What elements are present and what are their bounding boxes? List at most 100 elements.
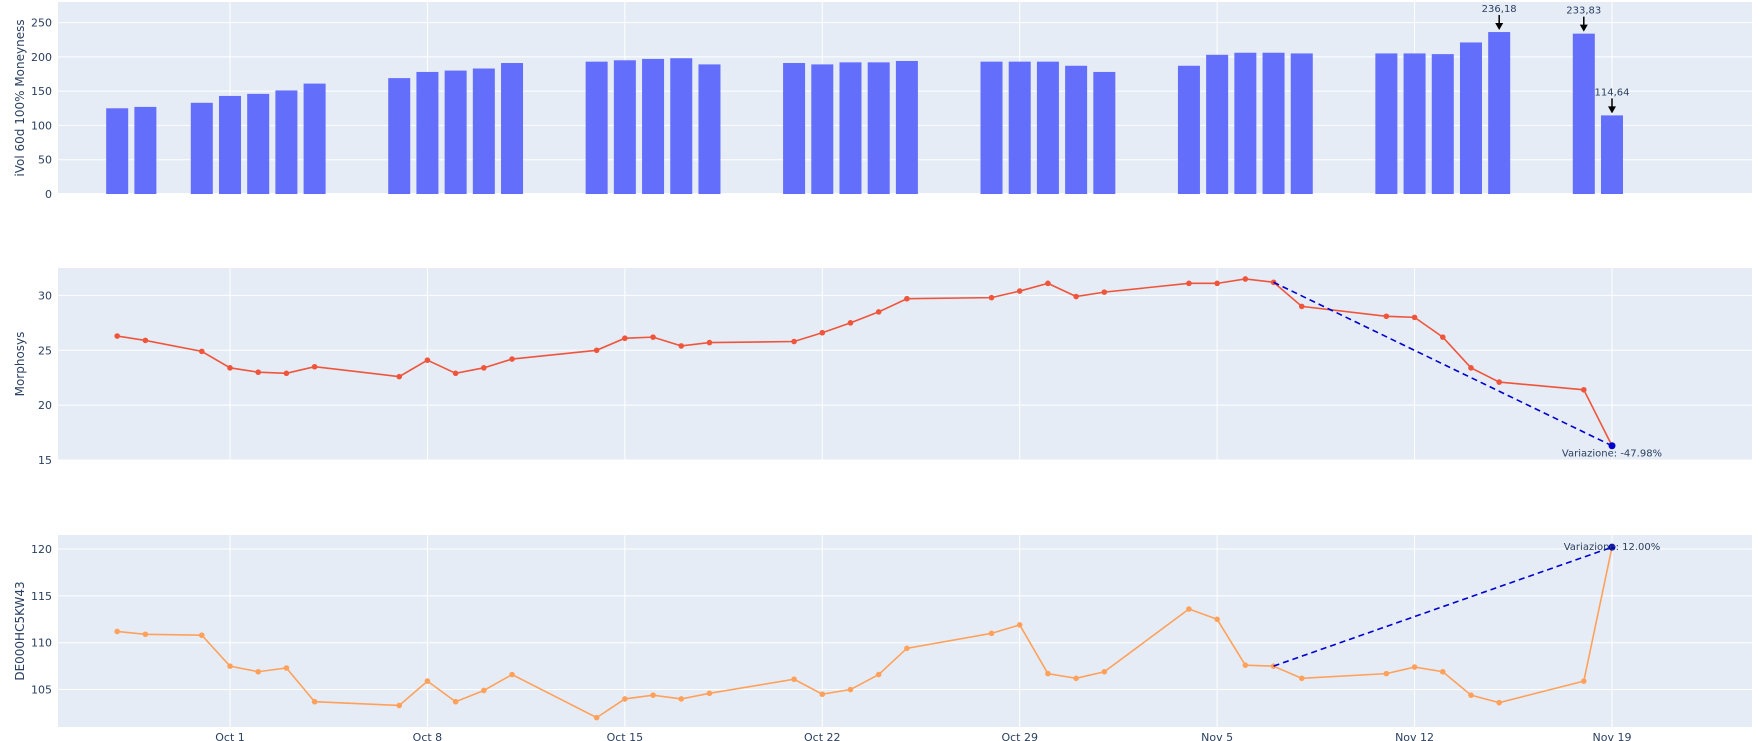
annotation-arrowhead — [1579, 24, 1588, 32]
x-tick-label: Oct 8 — [413, 731, 443, 741]
series-point — [819, 691, 826, 698]
series-point — [1468, 692, 1474, 698]
y-tick-label: 15 — [38, 454, 52, 467]
series-point — [650, 692, 656, 698]
bar — [670, 58, 693, 194]
series-point — [1439, 334, 1446, 340]
y-tick-label: 100 — [31, 119, 52, 132]
series-point — [1186, 606, 1192, 612]
series-point — [650, 334, 656, 340]
series-point — [593, 347, 600, 354]
bar — [303, 83, 326, 194]
series-point — [819, 329, 826, 336]
series-point — [1496, 379, 1502, 385]
series-point — [311, 363, 318, 370]
series-point — [1214, 616, 1220, 623]
bar — [106, 108, 129, 194]
series-point — [875, 671, 882, 678]
series-point — [452, 698, 459, 705]
series-point — [198, 348, 205, 355]
series-point — [847, 686, 854, 693]
series-point — [1298, 675, 1305, 682]
series-point — [255, 668, 262, 675]
y-tick-label: 105 — [31, 684, 52, 697]
series-point — [1016, 622, 1023, 628]
series-point — [396, 373, 403, 380]
bar — [613, 60, 636, 195]
series-point — [1073, 675, 1079, 682]
y-tick-label: 120 — [31, 543, 52, 556]
series-point — [791, 338, 797, 345]
series-point — [114, 333, 120, 339]
bar — [1290, 53, 1313, 194]
series-point — [198, 632, 205, 639]
series-point — [396, 702, 403, 709]
series-point — [1101, 668, 1108, 675]
series-point — [593, 714, 600, 721]
y-axis-title: DE000HC5KW43 — [13, 581, 27, 680]
series-point — [1045, 670, 1051, 677]
y-axis-title: iVol 60d 100% Moneyness — [13, 19, 27, 176]
y-tick-label: 20 — [38, 399, 52, 412]
trend-endpoint — [1608, 543, 1616, 551]
series-point — [1411, 314, 1418, 321]
series-point — [875, 309, 882, 315]
bar — [811, 64, 834, 195]
x-tick-label: Oct 22 — [804, 731, 841, 741]
series-point — [1383, 670, 1390, 677]
y-tick-label: 115 — [31, 590, 52, 603]
series-point — [283, 665, 290, 671]
series-point — [791, 676, 797, 683]
variation-annotation: Variazione: -47.98% — [1562, 449, 1662, 460]
series-point — [1101, 289, 1108, 295]
y-tick-label: 30 — [38, 289, 52, 302]
y-tick-label: 150 — [31, 85, 52, 98]
bar — [219, 95, 241, 194]
x-tick-label: Oct 29 — [1001, 731, 1038, 741]
panel-de000hc5kw43-line: 105 110 115 120 DE000HC5KW43 Variazione: 12.0… — [13, 535, 1752, 741]
bar — [839, 62, 862, 194]
series-point — [481, 365, 487, 371]
series-point — [988, 294, 995, 301]
bar — [472, 68, 495, 194]
y-tick-label: 110 — [31, 637, 52, 650]
bar — [1008, 61, 1031, 195]
bar — [783, 63, 806, 195]
series-point — [1580, 678, 1587, 684]
series-point — [255, 369, 262, 376]
bar — [1488, 32, 1511, 194]
series-point — [509, 356, 515, 362]
bar — [134, 106, 157, 194]
x-tick-label: Nov 19 — [1593, 731, 1632, 741]
series-point — [622, 335, 628, 342]
bar — [1601, 115, 1623, 194]
trend-line — [1273, 281, 1613, 447]
bar — [867, 62, 890, 194]
bar — [190, 102, 213, 194]
series-point — [227, 663, 233, 669]
series-point — [706, 690, 713, 697]
bar — [895, 60, 918, 194]
series-point — [227, 365, 233, 371]
bar — [1459, 42, 1482, 195]
y-tick-label: 250 — [31, 17, 52, 30]
series-point — [142, 631, 149, 638]
bar — [585, 61, 608, 195]
annotation-label: 114,64 — [1595, 87, 1630, 98]
series-point — [847, 320, 854, 326]
bar — [642, 58, 665, 194]
bar — [1093, 71, 1116, 194]
y-tick-label: 200 — [31, 51, 52, 64]
bar — [1431, 54, 1454, 194]
bar — [1234, 52, 1257, 194]
series-point — [678, 696, 685, 702]
series-point — [1242, 662, 1249, 668]
y-tick-label: 50 — [38, 154, 52, 167]
series-point — [988, 630, 995, 637]
y-axis-title: Morphosys — [13, 332, 27, 397]
annotation-arrowhead — [1495, 23, 1504, 31]
series-point — [904, 295, 910, 302]
series-point — [1016, 288, 1023, 294]
series-point — [424, 678, 431, 684]
